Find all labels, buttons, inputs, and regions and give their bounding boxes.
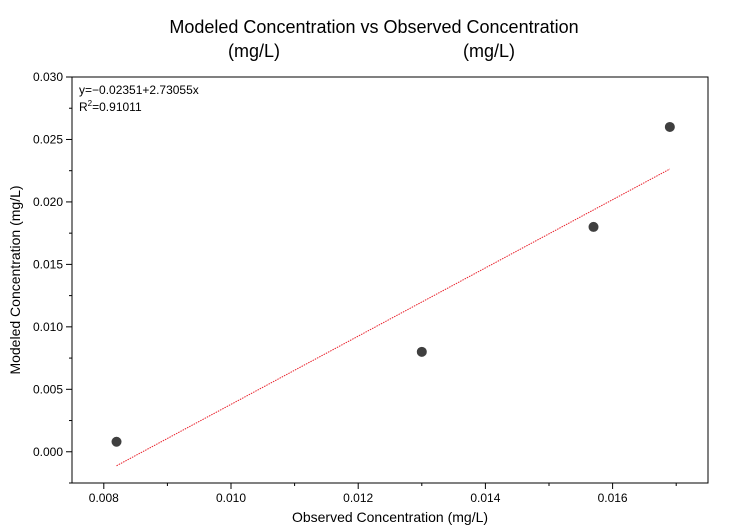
y-tick-label: 0.030 <box>33 70 63 84</box>
x-axis-label: Observed Concentration (mg/L) <box>292 509 488 525</box>
points-layer <box>111 121 675 447</box>
y-tick-label: 0.010 <box>33 320 63 334</box>
r-squared-prefix: R <box>79 100 88 114</box>
data-point <box>588 221 599 232</box>
y-tick-label: 0.015 <box>33 257 63 271</box>
chart-title-units-right: (mg/L) <box>463 41 515 61</box>
fit-layer <box>116 168 671 467</box>
plot-area-frame <box>71 76 709 484</box>
chart-title-units-left: (mg/L) <box>228 41 280 61</box>
r-squared-sup: 2 <box>88 99 93 108</box>
data-point <box>111 436 122 447</box>
y-tick-label: 0.025 <box>33 132 63 146</box>
x-tick-label: 0.012 <box>343 491 373 505</box>
r-squared-label: R2=0.91011 <box>79 99 142 114</box>
chart-title: Modeled Concentration vs Observed Concen… <box>169 17 578 37</box>
fit-equation: y=−0.02351+2.73055x <box>79 83 199 97</box>
x-tick-label: 0.010 <box>216 491 246 505</box>
axis-ticks: 0.008 0.010 0.012 0.014 0.016 0.000 0.005 0.010… <box>33 70 677 505</box>
r-squared-value: =0.91011 <box>92 100 142 114</box>
x-tick-label: 0.014 <box>470 491 500 505</box>
y-tick-label: 0.005 <box>33 382 63 396</box>
y-tick-label: 0.020 <box>33 195 63 209</box>
y-axis-label: Modeled Concentration (mg/L) <box>7 185 23 374</box>
regression-line <box>116 168 671 467</box>
y-tick-label: 0.000 <box>33 445 63 459</box>
data-point <box>664 121 675 132</box>
x-tick-label: 0.016 <box>598 491 628 505</box>
data-point <box>416 346 427 357</box>
x-tick-label: 0.008 <box>89 491 119 505</box>
